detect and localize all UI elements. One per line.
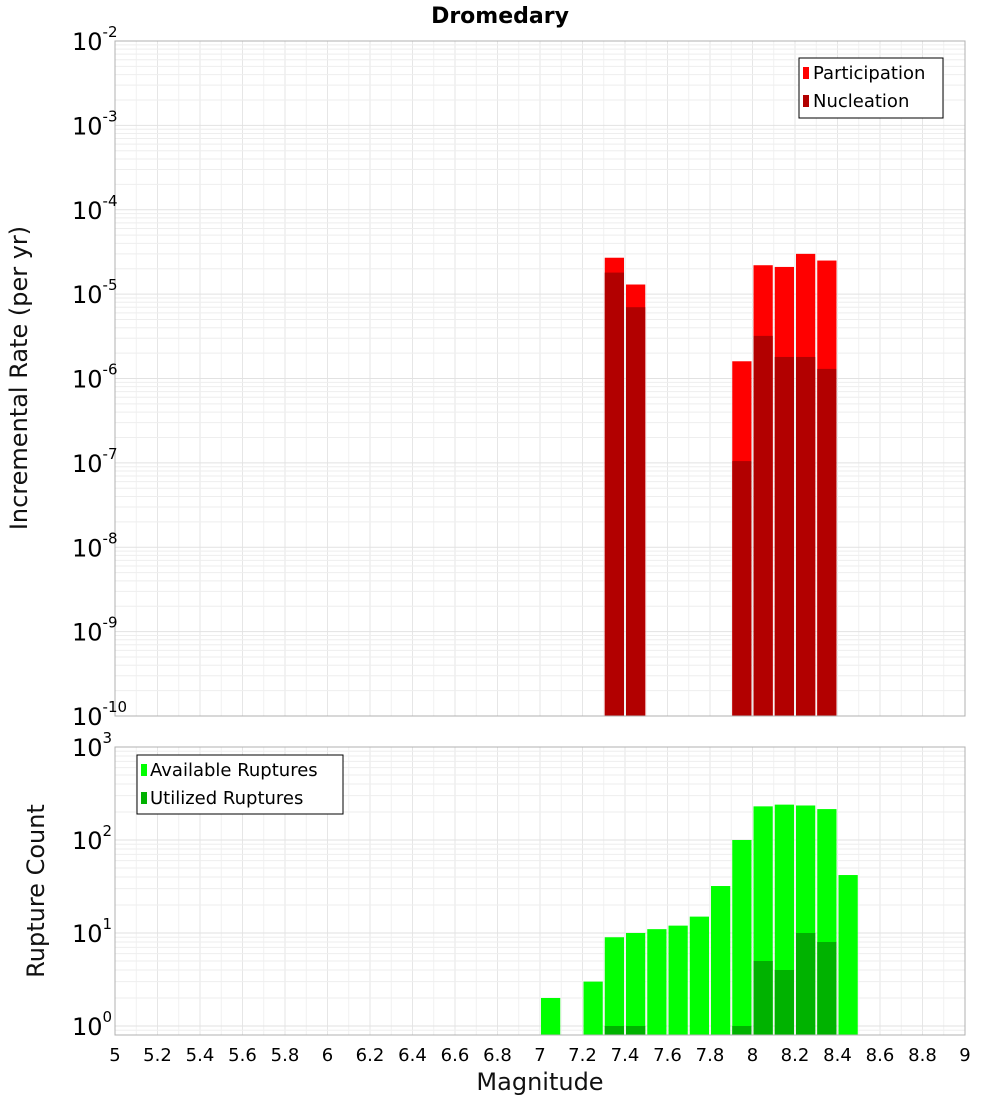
x-tick-label: 5.2 [143, 1045, 172, 1066]
rate-legend-box [798, 57, 944, 119]
nucleation-legend-label: Nucleation [813, 91, 909, 112]
x-tick-label: 8.2 [781, 1045, 810, 1066]
x-tick-label: 8 [747, 1045, 758, 1066]
x-tick-label: 5 [109, 1045, 120, 1066]
participation-legend-label: Participation [813, 63, 925, 84]
y-tick-label: 100 [72, 1008, 112, 1041]
count-y-ticks: 100 101 102 103 [72, 729, 112, 1041]
rate-bars [604, 253, 837, 716]
available-legend-swatch [141, 764, 147, 776]
count-bar-available-ruptures [541, 997, 561, 1035]
y-tick-label: 10-9 [72, 614, 118, 647]
x-tick-label: 6 [322, 1045, 333, 1066]
nucleation-legend-swatch [803, 95, 809, 107]
y-tick-label: 10-7 [72, 445, 118, 478]
count-bar-utilized-ruptures [753, 960, 773, 1035]
x-tick-label: 8.6 [866, 1045, 895, 1066]
count-plot-frame [114, 746, 966, 1036]
count-legend: Available Ruptures Utilized Ruptures [136, 754, 344, 815]
x-tick-label: 7.4 [611, 1045, 640, 1066]
y-tick-label: 10-6 [72, 361, 118, 394]
count-y-axis-label: Rupture Count [22, 804, 50, 978]
count-bar-available-ruptures [604, 937, 624, 1035]
count-bars [541, 804, 858, 1035]
x-tick-label: 5.8 [271, 1045, 300, 1066]
x-tick-label: 5.4 [186, 1045, 215, 1066]
x-tick-label: 6.4 [398, 1045, 427, 1066]
rupture-count-plot: 100 101 102 103 Rupture Count Available Rup… [22, 729, 966, 1041]
y-tick-label: 10-10 [72, 698, 127, 731]
count-bar-utilized-ruptures [796, 932, 816, 1035]
rate-bar-nucleation [796, 356, 816, 716]
x-tick-label: 7 [534, 1045, 545, 1066]
y-tick-label: 103 [72, 729, 112, 762]
rate-bar-nucleation [817, 368, 837, 716]
count-legend-box [136, 754, 344, 815]
utilized-legend-label: Utilized Ruptures [150, 788, 303, 809]
rate-bar-nucleation [626, 307, 646, 716]
rate-bar-nucleation [753, 335, 773, 716]
y-tick-label: 10-3 [72, 107, 118, 140]
rate-plot: 10-10 10-9 10-8 10-7 10-6 10-5 10-4 10-3 10-2 In… [5, 23, 966, 731]
rate-bar-nucleation [604, 272, 624, 716]
x-tick-label: 5.6 [228, 1045, 257, 1066]
count-bar-available-ruptures [838, 875, 858, 1035]
count-bar-available-ruptures [583, 981, 603, 1035]
count-bar-utilized-ruptures [626, 1025, 646, 1035]
x-tick-label: 7.2 [568, 1045, 597, 1066]
count-bar-available-ruptures [689, 916, 709, 1035]
x-axis-label: Magnitude [476, 1068, 603, 1096]
y-tick-label: 10-8 [72, 529, 118, 562]
chart-title: Dromedary [431, 4, 569, 29]
count-bar-available-ruptures [668, 925, 688, 1035]
y-tick-label: 101 [72, 915, 112, 948]
count-bar-utilized-ruptures [604, 1025, 624, 1035]
y-tick-label: 10-4 [72, 192, 118, 225]
rate-gridlines [115, 41, 965, 716]
x-tick-label: 7.8 [696, 1045, 725, 1066]
participation-legend-swatch [803, 67, 809, 79]
count-bar-utilized-ruptures [774, 969, 794, 1035]
x-tick-label: 8.8 [908, 1045, 937, 1066]
rate-bar-nucleation [732, 461, 752, 716]
count-bar-available-ruptures [711, 886, 731, 1035]
y-tick-label: 10-5 [72, 276, 118, 309]
rate-y-axis-label: Incremental Rate (per yr) [5, 226, 33, 530]
count-bar-available-ruptures [626, 932, 646, 1035]
count-bar-utilized-ruptures [732, 1025, 752, 1035]
rate-plot-frame [114, 40, 966, 717]
utilized-legend-swatch [141, 792, 147, 804]
count-bar-available-ruptures [732, 839, 752, 1035]
x-tick-label: 7.6 [653, 1045, 682, 1066]
rate-y-ticks: 10-10 10-9 10-8 10-7 10-6 10-5 10-4 10-3 10-2 [72, 23, 127, 731]
count-bar-utilized-ruptures [817, 942, 837, 1035]
rate-bar-nucleation [774, 356, 794, 716]
y-tick-label: 10-2 [72, 23, 118, 56]
x-tick-label: 6.8 [483, 1045, 512, 1066]
x-tick-label: 6.2 [356, 1045, 385, 1066]
x-axis-ticks: 5 5.2 5.4 5.6 5.8 6 6.2 6.4 6.6 6.8 7 7.2 7.4 7.6 7.8 8… [109, 1045, 970, 1066]
y-tick-label: 102 [72, 822, 112, 855]
count-bar-available-ruptures [647, 929, 667, 1035]
x-tick-label: 8.4 [823, 1045, 852, 1066]
x-tick-label: 6.6 [441, 1045, 470, 1066]
available-legend-label: Available Ruptures [150, 760, 318, 781]
rate-legend: Participation Nucleation [798, 57, 944, 119]
x-tick-label: 9 [959, 1045, 970, 1066]
